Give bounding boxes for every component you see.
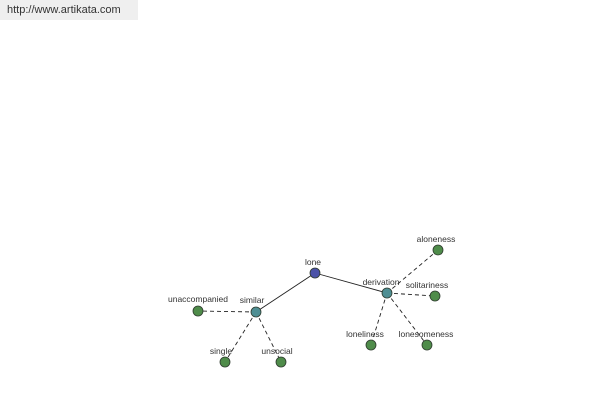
node-label-single[interactable]: single <box>210 346 232 356</box>
node-unsocial[interactable]: unsocial <box>261 346 293 368</box>
edge-similar-unsocial <box>255 311 282 363</box>
node-dot-single[interactable] <box>219 356 231 368</box>
node-label-solitariness[interactable]: solitariness <box>406 280 449 290</box>
node-lonesomeness[interactable]: lonesomeness <box>399 329 454 351</box>
node-label-similar[interactable]: similar <box>240 295 265 305</box>
node-dot-similar[interactable] <box>250 306 262 318</box>
node-dot-lone[interactable] <box>309 267 321 279</box>
node-aloneness[interactable]: aloneness <box>417 234 456 256</box>
node-label-unaccompanied[interactable]: unaccompanied <box>168 294 228 304</box>
node-label-lonesomeness[interactable]: lonesomeness <box>399 329 454 339</box>
node-dot-solitariness[interactable] <box>429 290 441 302</box>
edge-lone-derivation <box>314 272 388 294</box>
graph-nodes: lone similar derivation unaccompanied single… <box>168 234 456 368</box>
node-derivation[interactable]: derivation <box>363 277 400 299</box>
node-label-loneliness[interactable]: loneliness <box>346 329 384 339</box>
node-single[interactable]: single <box>210 346 232 368</box>
node-dot-loneliness[interactable] <box>365 339 377 351</box>
edge-lone-similar <box>255 272 316 313</box>
node-lone[interactable]: lone <box>305 257 321 279</box>
node-solitariness[interactable]: solitariness <box>406 280 449 302</box>
node-dot-unsocial[interactable] <box>275 356 287 368</box>
node-label-aloneness[interactable]: aloneness <box>417 234 456 244</box>
watermark-url[interactable]: http://www.artikata.com <box>0 0 138 20</box>
edge-derivation-solitariness <box>386 292 436 297</box>
edge-similar-single <box>224 311 257 363</box>
node-dot-unaccompanied[interactable] <box>192 305 204 317</box>
node-dot-derivation[interactable] <box>381 287 393 299</box>
node-label-lone[interactable]: lone <box>305 257 321 267</box>
node-dot-lonesomeness[interactable] <box>421 339 433 351</box>
edge-similar-unaccompanied <box>197 310 257 313</box>
node-loneliness[interactable]: loneliness <box>346 329 384 351</box>
node-dot-aloneness[interactable] <box>432 244 444 256</box>
node-unaccompanied[interactable]: unaccompanied <box>168 294 228 317</box>
node-similar[interactable]: similar <box>240 295 265 318</box>
edge-derivation-loneliness <box>370 292 388 346</box>
graph-edges <box>197 249 439 363</box>
edge-derivation-lonesomeness <box>386 292 428 346</box>
node-label-derivation[interactable]: derivation <box>363 277 400 287</box>
node-label-unsocial[interactable]: unsocial <box>261 346 292 356</box>
